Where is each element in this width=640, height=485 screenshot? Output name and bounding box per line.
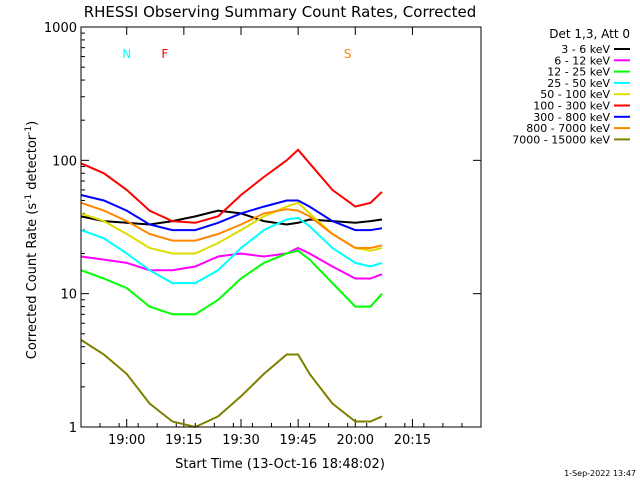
y-tick-label: 1 [69,421,77,436]
series-line [80,148,383,224]
legend-label: 7000 - 15000 keV [512,133,610,146]
x-tick-label: 19:00 [108,433,145,448]
y-tick-label: 1000 [44,21,77,36]
y-tick-label: 10 [60,288,77,303]
legend-label: 6 - 12 keV [554,54,610,67]
legend-label: 300 - 800 keV [533,111,610,124]
series-line [80,216,383,285]
annotation-label: N [122,47,131,61]
x-tick-label: 19:15 [165,433,202,448]
y-label-main: Corrected Count Rate (s [25,203,40,360]
x-tick-label: 19:30 [222,433,259,448]
legend-label: 25 - 50 keV [547,77,610,90]
chart-marks: 19:00 19:15 19:30 19:45 20:00 20:15 1 10 100 1000… [44,21,482,448]
y-axis-label-group: Corrected Count Rate (s-1 detector-1) [24,121,40,359]
x-tick-label: 20:00 [337,433,374,448]
y-label-mid: detector [25,134,40,194]
x-tick-label: 20:15 [394,433,431,448]
legend-label: 100 - 300 keV [533,100,610,113]
series-line [80,209,383,226]
legend-label: 50 - 100 keV [540,88,610,101]
series-line [80,246,383,280]
plot-frame [80,26,482,428]
chart-title: RHESSI Observing Summary Count Rates, Co… [84,3,477,21]
series-line [80,249,383,316]
legend-label: 3 - 6 keV [561,43,610,56]
series-line [80,194,383,232]
y-axis-label: Corrected Count Rate (s-1 detector-1) [24,121,40,359]
series-line [80,339,383,429]
y-label-end: ) [25,121,40,126]
timestamp: 1-Sep-2022 13:47 [564,469,636,478]
x-axis-label: Start Time (13-Oct-16 18:48:02) [175,457,385,472]
annotation-label: F [161,47,168,61]
x-tick-label: 19:45 [279,433,316,448]
legend-label: 12 - 25 keV [547,66,610,79]
y-label-sup-1: -1 [24,194,34,203]
legend-title: Det 1,3, Att 0 [549,27,630,41]
legend-label: 800 - 7000 keV [526,122,610,135]
y-tick-label: 100 [52,154,77,169]
series-line [80,201,383,249]
annotation-label: S [344,47,352,61]
y-label-sup-2: -1 [24,126,34,135]
